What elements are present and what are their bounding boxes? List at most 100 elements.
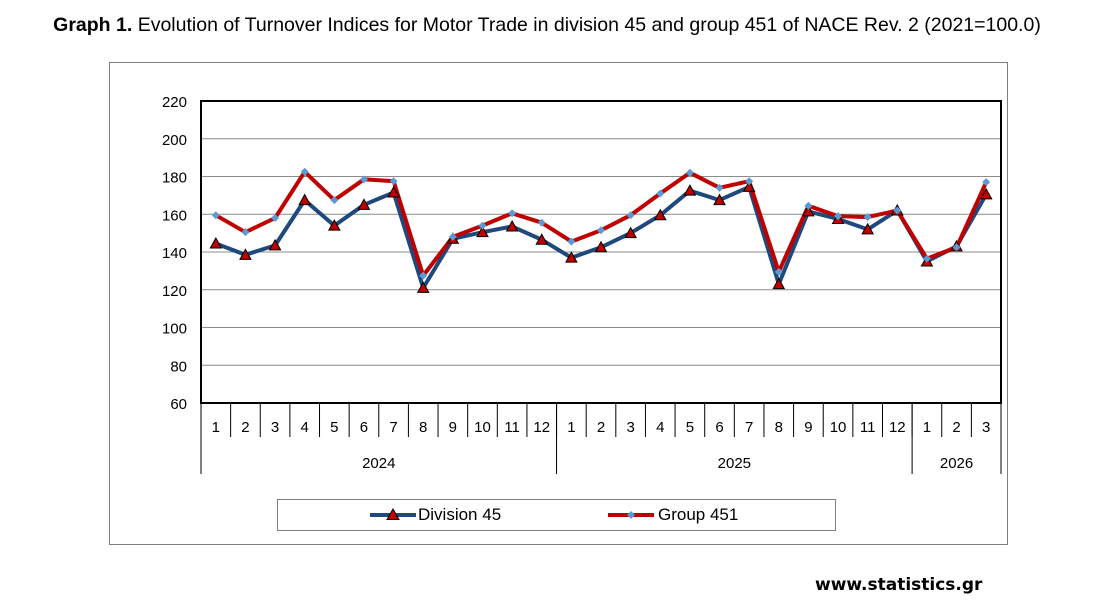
- x-tick-label: 4: [656, 419, 664, 436]
- data-point-group-451: [745, 177, 754, 186]
- data-point-group-451: [478, 221, 487, 230]
- series-line-division-45: [215, 184, 988, 290]
- data-point-division-45: [239, 248, 252, 260]
- y-tick-label: 60: [170, 396, 187, 413]
- x-tick-label: 2: [952, 419, 960, 436]
- data-point-group-451: [834, 212, 843, 221]
- y-tick-label: 160: [162, 207, 187, 224]
- data-point-group-451: [330, 196, 339, 205]
- chart-title-text: Evolution of Turnover Indices for Motor …: [132, 14, 1041, 36]
- x-tick-label: 9: [449, 419, 457, 436]
- x-tick-label: 1: [567, 419, 575, 436]
- data-point-division-45: [683, 184, 697, 196]
- x-tick-label: 10: [474, 419, 491, 436]
- y-tick-label: 100: [162, 321, 187, 338]
- x-tick-label: 12: [533, 419, 550, 436]
- x-tick-label: 3: [982, 419, 990, 436]
- x-tick-label: 6: [715, 419, 723, 436]
- data-point-group-451: [359, 175, 368, 184]
- data-point-division-45: [505, 219, 519, 232]
- data-point-division-45: [327, 219, 341, 231]
- y-tick-label: 140: [162, 245, 187, 262]
- x-tick-label: 8: [419, 419, 427, 436]
- data-point-group-451: [863, 213, 872, 222]
- data-point-division-45: [624, 226, 637, 239]
- data-point-group-451: [389, 177, 398, 186]
- year-label: 2024: [362, 455, 395, 472]
- data-point-group-451: [241, 228, 250, 237]
- data-point-division-45: [209, 236, 223, 249]
- plot-area: [200, 100, 1002, 404]
- data-point-group-451: [211, 211, 220, 220]
- year-label: 2025: [718, 455, 751, 472]
- x-tick-label: 5: [330, 419, 338, 436]
- year-label: 2026: [940, 455, 973, 472]
- x-tick-label: 7: [389, 419, 397, 436]
- legend-label-group-451: Group 451: [658, 505, 739, 524]
- data-point-group-451: [419, 271, 428, 280]
- y-tick-label: 180: [162, 170, 187, 187]
- data-point-division-45: [565, 251, 578, 263]
- x-tick-label: 6: [360, 419, 368, 436]
- data-point-group-451: [952, 243, 961, 252]
- data-point-division-45: [594, 240, 608, 253]
- data-point-division-45: [713, 193, 726, 206]
- data-point-division-45: [979, 187, 993, 200]
- data-point-group-451: [448, 232, 457, 241]
- data-point-division-45: [387, 186, 400, 198]
- data-point-group-451: [597, 226, 605, 235]
- x-tick-label: 3: [626, 419, 634, 436]
- chart-title-prefix: Graph 1.: [53, 14, 133, 36]
- data-point-division-45: [357, 198, 371, 210]
- chart-frame: 60 80 100 120 140 160 180 200 220 1 2 3 4 5 6 7 8 9 10 11 12…: [109, 62, 1008, 545]
- data-point-division-45: [653, 208, 667, 221]
- legend-swatch-group-451: [608, 511, 654, 519]
- x-tick-label: 2: [241, 419, 249, 436]
- data-point-division-45: [742, 180, 756, 192]
- y-tick-label: 80: [170, 358, 187, 375]
- data-point-division-45: [861, 222, 875, 235]
- data-point-division-45: [298, 193, 312, 206]
- data-point-division-45: [268, 238, 282, 251]
- data-point-group-451: [685, 168, 694, 177]
- data-point-group-451: [893, 206, 902, 215]
- x-tick-label: 11: [860, 419, 876, 436]
- x-tick-label: 12: [889, 419, 906, 436]
- x-tick-label: 9: [804, 419, 812, 436]
- data-point-division-45: [772, 277, 786, 290]
- chart-title: Graph 1. Evolution of Turnover Indices f…: [0, 14, 1094, 37]
- data-point-division-45: [802, 204, 815, 217]
- x-tick-label: 8: [775, 419, 783, 436]
- data-point-group-451: [626, 211, 635, 220]
- data-point-group-451: [774, 267, 783, 276]
- x-tick-label: 7: [745, 419, 753, 436]
- y-tick-label: 200: [162, 132, 187, 149]
- data-point-group-451: [271, 214, 280, 223]
- data-point-group-451: [537, 218, 546, 227]
- x-tick-label: 1: [212, 419, 220, 436]
- data-point-division-45: [476, 225, 489, 238]
- x-tick-label: 4: [301, 419, 309, 436]
- data-point-group-451: [715, 183, 724, 192]
- data-point-group-451: [300, 167, 309, 176]
- x-tick-label: 5: [686, 419, 694, 436]
- data-point-group-451: [922, 254, 931, 263]
- y-tick-label: 220: [162, 94, 187, 111]
- data-point-group-451: [804, 201, 813, 210]
- y-tick-label: 120: [162, 283, 187, 300]
- data-point-group-451: [982, 178, 991, 187]
- x-tick-label: 10: [830, 419, 847, 436]
- x-tick-label: 2: [597, 419, 605, 436]
- legend-label-division-45: Division 45: [418, 505, 502, 524]
- footer-website: www.statistics.gr: [815, 575, 983, 595]
- legend-swatch-division-45: [370, 507, 416, 520]
- data-point-group-451: [508, 209, 517, 218]
- data-point-division-45: [416, 281, 430, 293]
- x-tick-label: 1: [923, 419, 931, 436]
- data-point-division-45: [535, 233, 549, 245]
- data-point-group-451: [656, 189, 665, 198]
- data-point-group-451: [567, 237, 576, 246]
- legend: Division 45 Group 451: [277, 499, 836, 531]
- x-tick-label: 3: [271, 419, 279, 436]
